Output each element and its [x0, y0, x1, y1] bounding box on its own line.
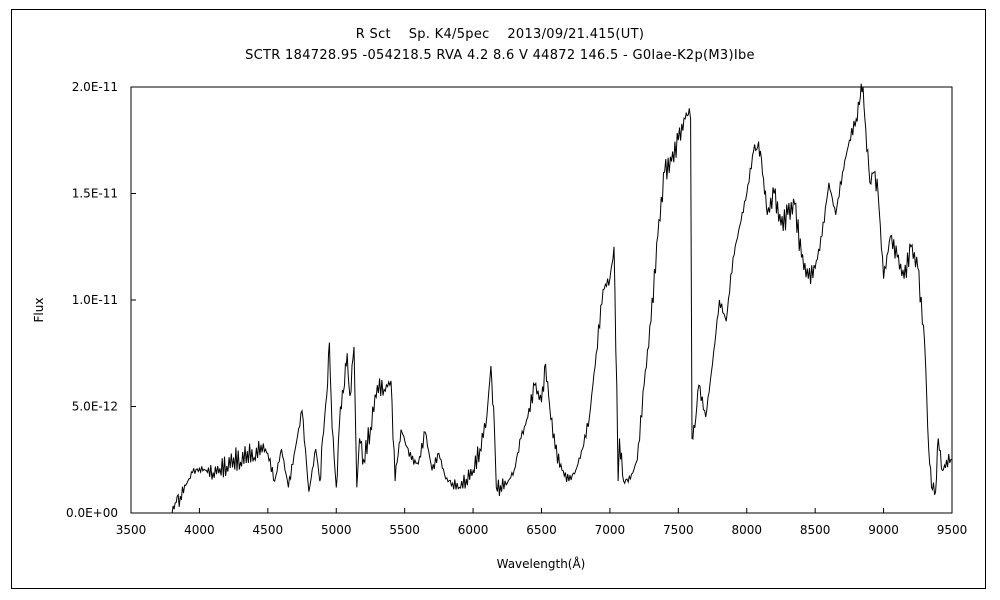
x-tick-label: 7000: [595, 523, 626, 537]
y-tick-label: 2.0E-11: [72, 80, 118, 94]
x-tick-label: 3500: [116, 523, 147, 537]
x-tick-label: 9500: [937, 523, 968, 537]
x-tick-label: 4000: [184, 523, 215, 537]
chart-title: R Sct Sp. K4/5pec 2013/09/21.415(UT): [355, 27, 645, 42]
x-tick-label: 7500: [663, 523, 694, 537]
series-line: [171, 83, 953, 514]
y-axis-label: Flux: [32, 298, 46, 323]
plot-area: [130, 86, 953, 514]
y-tick-label: 1.5E-11: [72, 187, 118, 201]
y-tick-label: 0.0E+00: [66, 506, 118, 520]
x-tick-label: 6000: [458, 523, 489, 537]
x-axis-label: Wavelength(Å): [497, 556, 586, 571]
x-tick-label: 6500: [526, 523, 557, 537]
x-tick-label: 4500: [253, 523, 284, 537]
x-axis: 3500 4000 4500 5000 5500 6000 6500 7000 7500 8000…: [116, 508, 968, 537]
y-axis: 0.0E+00 5.0E-12 1.0E-11 1.5E-11 2.0E-11: [66, 80, 136, 520]
x-tick-label: 8000: [731, 523, 762, 537]
x-tick-label: 5000: [321, 523, 352, 537]
y-tick-label: 1.0E-11: [72, 293, 118, 307]
x-tick-label: 5500: [389, 523, 420, 537]
x-tick-label: 9000: [868, 523, 899, 537]
chart-frame: [11, 9, 986, 589]
series-layer: [171, 83, 953, 514]
x-tick-label: 8500: [800, 523, 831, 537]
y-tick-label: 5.0E-12: [72, 400, 118, 414]
chart-subtitle: SCTR 184728.95 -054218.5 RVA 4.2 8.6 V 4…: [245, 48, 755, 63]
